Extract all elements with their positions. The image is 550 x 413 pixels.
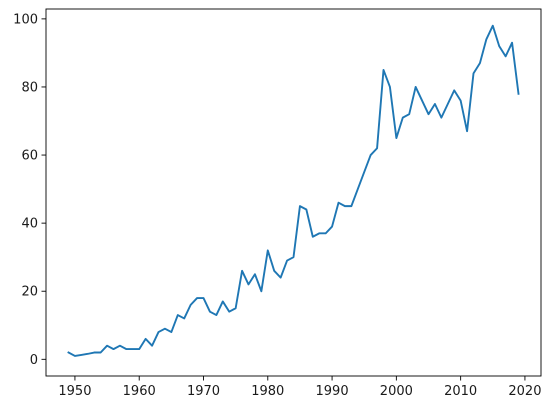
y-axis: 0 20 40 60 80 100: [13, 12, 46, 368]
plot-frame: [45, 8, 542, 377]
plot-area: [45, 8, 542, 377]
y-tick-label: 80: [21, 80, 38, 95]
y-tick-label: 40: [21, 217, 38, 232]
x-tick-label: 2010: [444, 384, 477, 399]
x-tick-label: 1970: [187, 384, 220, 399]
x-tick-label: 1950: [58, 384, 91, 399]
x-tick-label: 2020: [508, 384, 541, 399]
x-axis: 1950 1960 1970 1980 1990 2000 2010 2020: [58, 376, 541, 399]
x-tick-label: 1980: [251, 384, 284, 399]
series-layer: [67, 24, 520, 357]
y-tick-label: 20: [21, 285, 38, 300]
x-tick-label: 1960: [123, 384, 156, 399]
series-line-0: [67, 24, 520, 357]
y-tick-label: 100: [13, 12, 38, 27]
x-tick-label: 2000: [380, 384, 413, 399]
y-tick-label: 0: [30, 353, 38, 368]
y-tick-label: 60: [21, 149, 38, 164]
x-tick-label: 1990: [316, 384, 349, 399]
